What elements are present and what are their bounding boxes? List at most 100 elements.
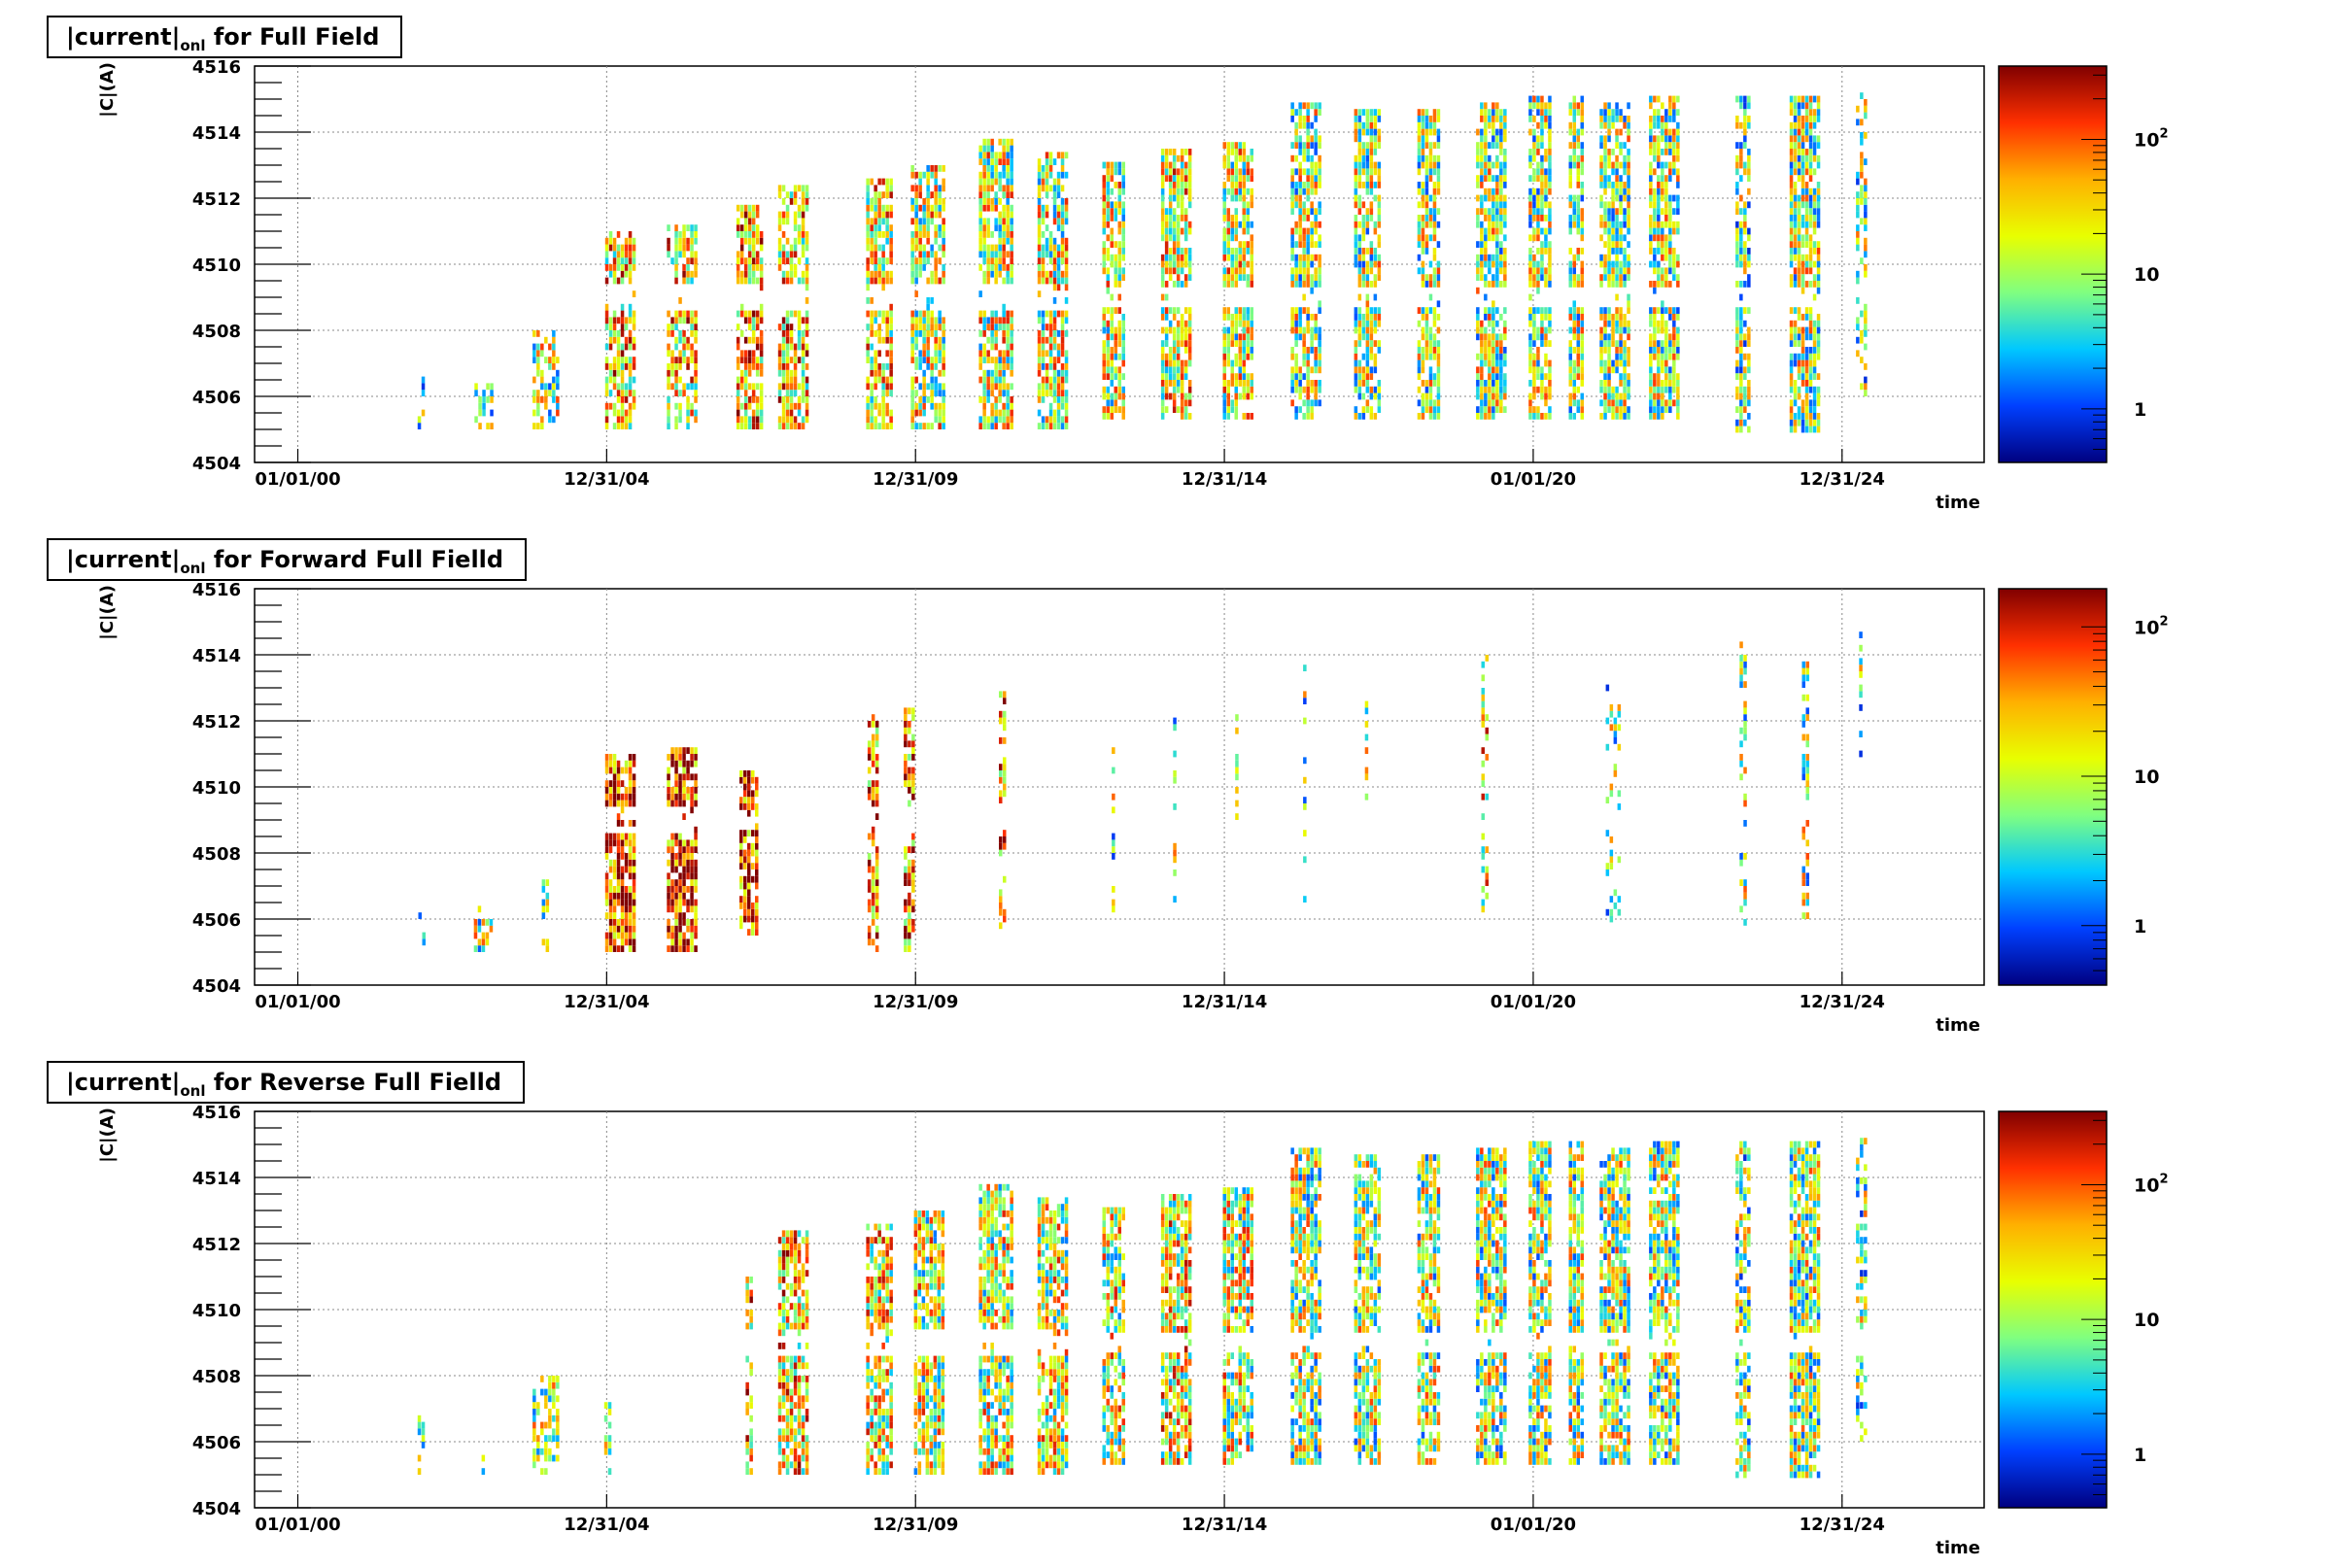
heatmap-cell: [781, 409, 786, 417]
heatmap-cell: [881, 416, 885, 424]
heatmap-cell: [1037, 336, 1042, 344]
heatmap-cell: [620, 357, 625, 363]
heatmap-cell: [1417, 320, 1422, 327]
heatmap-cell: [942, 416, 945, 424]
heatmap-cell: [930, 317, 934, 324]
heatmap-cell: [1657, 281, 1661, 288]
heatmap-cell: [793, 357, 798, 363]
heatmap-cell: [994, 224, 998, 231]
heatmap-cell: [986, 317, 990, 324]
heatmap-cell: [910, 218, 914, 225]
heatmap-cell: [678, 330, 682, 337]
heatmap-cell: [926, 317, 930, 324]
heatmap-cell: [785, 357, 790, 363]
heatmap-cell: [1572, 413, 1576, 420]
heatmap-cell: [870, 409, 874, 417]
heatmap-cell: [1804, 116, 1809, 122]
heatmap-cell: [1172, 380, 1177, 387]
heatmap-cell: [1568, 109, 1572, 116]
heatmap-cell: [874, 191, 877, 198]
heatmap-cell: [990, 409, 994, 417]
heatmap-cell: [1492, 366, 1495, 374]
heatmap-cell: [1657, 121, 1661, 129]
heatmap-cell: [1623, 121, 1627, 129]
heatmap-cell: [1230, 215, 1234, 222]
heatmap-cell: [1250, 347, 1253, 354]
heatmap-cell: [1499, 135, 1503, 143]
heatmap-cell: [978, 218, 982, 225]
heatmap-cell: [1234, 168, 1238, 176]
heatmap-cell: [1365, 340, 1370, 347]
heatmap-cell: [1789, 121, 1794, 129]
heatmap-cell: [1250, 326, 1253, 334]
heatmap-cell: [690, 237, 694, 245]
heatmap-cell: [482, 409, 486, 417]
heatmap-cell: [1117, 293, 1121, 301]
heatmap-cell: [616, 390, 621, 396]
heatmap-cell: [1484, 168, 1488, 176]
heatmap-cell: [1484, 326, 1488, 334]
heatmap-cell: [1488, 320, 1492, 327]
heatmap-cell: [694, 237, 698, 245]
heatmap-cell: [1373, 293, 1378, 301]
heatmap-cell: [686, 416, 690, 424]
heatmap-cell: [486, 383, 490, 391]
heatmap-cell: [1424, 161, 1429, 169]
heatmap-cell: [934, 416, 938, 424]
heatmap-cell: [1060, 317, 1065, 324]
heatmap-cell: [1052, 423, 1057, 429]
heatmap-cell: [1250, 386, 1253, 393]
heatmap-cell: [1242, 333, 1246, 341]
heatmap-cell: [1789, 419, 1794, 426]
heatmap-cell: [1037, 165, 1042, 172]
heatmap-cell: [1298, 366, 1302, 374]
heatmap-cell: [1611, 121, 1615, 129]
heatmap-cell: [998, 218, 1002, 225]
heatmap-cell: [994, 343, 998, 351]
heatmap-cell: [1599, 121, 1603, 129]
heatmap-cell: [604, 317, 609, 324]
heatmap-cell: [1800, 194, 1805, 202]
heatmap-cell: [1657, 161, 1661, 169]
heatmap-cell: [1739, 413, 1743, 420]
heatmap-cell: [1808, 419, 1813, 426]
heatmap-cell: [793, 198, 798, 205]
heatmap-cell: [998, 317, 1002, 324]
heatmap-cell: [1176, 307, 1181, 314]
heatmap-cell: [481, 938, 486, 946]
heatmap-cell: [934, 409, 938, 417]
heatmap-cell: [1623, 194, 1627, 202]
heatmap-cell: [1789, 406, 1794, 413]
heatmap-cell: [751, 336, 756, 344]
heatmap-cell: [938, 244, 942, 252]
heatmap-cell: [1234, 142, 1238, 149]
heatmap-cell: [670, 350, 674, 358]
heatmap-cell: [1735, 221, 1739, 228]
heatmap-cell: [1536, 267, 1540, 275]
heatmap-cell: [978, 317, 982, 324]
heatmap-cell: [1117, 221, 1121, 228]
heatmap-cell: [881, 390, 885, 396]
heatmap-cell: [1812, 109, 1817, 116]
heatmap-cell: [1619, 326, 1623, 334]
heatmap-cell: [1664, 386, 1668, 393]
heatmap-cell: [628, 336, 633, 344]
heatmap-cell: [781, 231, 786, 238]
heatmap-cell: [1369, 260, 1374, 268]
heatmap-cell: [1503, 116, 1507, 122]
heatmap-cell: [755, 310, 760, 318]
heatmap-cell: [1234, 320, 1238, 327]
heatmap-cell: [1797, 102, 1801, 110]
heatmap-cell: [870, 198, 874, 205]
heatmap-cell: [1603, 121, 1607, 129]
heatmap-cell: [1572, 149, 1576, 155]
heatmap-cell: [1488, 399, 1492, 407]
heatmap-cell: [1002, 231, 1006, 238]
heatmap-cell: [1864, 324, 1868, 330]
heatmap-cell: [982, 310, 986, 318]
heatmap-cell: [1117, 380, 1121, 387]
heatmap-cell: [1006, 224, 1010, 231]
heatmap-cell: [1544, 227, 1548, 235]
heatmap-cell: [994, 165, 998, 172]
heatmap-cell: [1060, 310, 1065, 318]
